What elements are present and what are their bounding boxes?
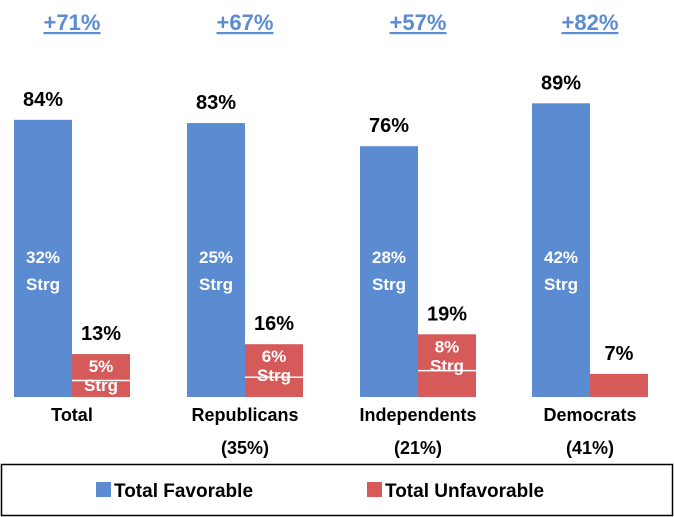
category-share-label: (35%) bbox=[221, 438, 269, 458]
chart-legend: Total Favorable Total Unfavorable bbox=[0, 463, 674, 517]
strong-label-unfavorable: 8% bbox=[435, 337, 460, 356]
net-label: +82% bbox=[562, 10, 619, 35]
legend-swatch-favorable bbox=[96, 482, 111, 497]
bar-label-unfavorable: 16% bbox=[254, 313, 294, 335]
strong-suffix-unfavorable: Strg bbox=[257, 366, 291, 385]
category-label: Republicans bbox=[191, 405, 298, 425]
bar-label-favorable: 89% bbox=[541, 72, 581, 94]
bar-label-favorable: 83% bbox=[196, 92, 236, 114]
strong-label-favorable: 25% bbox=[199, 248, 233, 267]
bar-favorable bbox=[532, 103, 590, 398]
net-label: +57% bbox=[390, 10, 447, 35]
bar-label-favorable: 84% bbox=[23, 89, 63, 111]
category-share-label: (41%) bbox=[566, 438, 614, 458]
legend-swatch-unfavorable bbox=[367, 482, 382, 497]
bar-label-favorable: 76% bbox=[369, 115, 409, 137]
category-label: Independents bbox=[359, 405, 476, 425]
strong-suffix-unfavorable: Strg bbox=[430, 356, 464, 375]
legend-label-unfavorable: Total Unfavorable bbox=[385, 481, 544, 502]
strong-label-favorable: 32% bbox=[26, 248, 60, 267]
bar-favorable bbox=[360, 146, 418, 397]
strong-suffix-favorable: Strg bbox=[199, 275, 233, 294]
strong-suffix-favorable: Strg bbox=[26, 275, 60, 294]
net-label: +67% bbox=[217, 10, 274, 35]
strong-label-unfavorable: 6% bbox=[262, 347, 287, 366]
category-label: Total bbox=[51, 405, 93, 425]
bar-label-unfavorable: 13% bbox=[81, 323, 121, 345]
bar-unfavorable bbox=[245, 344, 303, 397]
strong-label-unfavorable: 5% bbox=[89, 357, 114, 376]
bar-favorable bbox=[14, 119, 72, 398]
net-label: +71% bbox=[44, 10, 101, 35]
bar-label-unfavorable: 7% bbox=[605, 343, 634, 365]
strong-label-favorable: 42% bbox=[544, 248, 578, 267]
bar-unfavorable bbox=[72, 354, 130, 397]
legend-frame bbox=[0, 463, 674, 517]
strong-suffix-favorable: Strg bbox=[544, 275, 578, 294]
strong-label-favorable: 28% bbox=[372, 248, 406, 267]
strong-suffix-favorable: Strg bbox=[372, 275, 406, 294]
chart-marks: +71%84%32%Strg13%5%StrgTotal+67%83%25%St… bbox=[14, 10, 648, 458]
bar-favorable bbox=[187, 123, 245, 397]
legend-label-favorable: Total Favorable bbox=[114, 481, 253, 502]
bar-unfavorable bbox=[418, 334, 476, 397]
strong-suffix-unfavorable: Strg bbox=[84, 376, 118, 395]
category-label: Democrats bbox=[543, 405, 636, 425]
bar-label-unfavorable: 19% bbox=[427, 303, 467, 325]
category-share-label: (21%) bbox=[394, 438, 442, 458]
bar-unfavorable bbox=[590, 373, 648, 397]
